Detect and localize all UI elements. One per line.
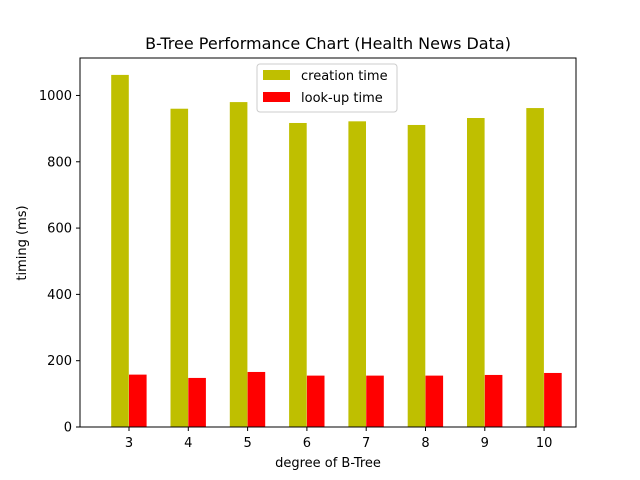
y-tick-label: 400 xyxy=(47,288,72,303)
x-tick-label: 3 xyxy=(125,436,133,451)
x-axis-label: degree of B-Tree xyxy=(275,456,381,471)
x-tick-label: 5 xyxy=(243,436,251,451)
bar-creation-time-6 xyxy=(289,122,307,427)
y-axis: 0 200 400 600 800 1000 xyxy=(39,89,80,436)
bar-look-up-time-10 xyxy=(544,372,562,427)
bar-creation-time-4 xyxy=(170,108,189,427)
legend: creation time look-up time xyxy=(256,63,398,113)
bar-look-up-time-4 xyxy=(188,377,206,427)
bar-look-up-time-5 xyxy=(247,371,266,427)
plot-area xyxy=(111,74,562,428)
bar-look-up-time-7 xyxy=(366,375,384,427)
y-axis-label: timing (ms) xyxy=(15,205,30,280)
bar-creation-time-9 xyxy=(467,118,485,427)
bar-creation-time-8 xyxy=(407,124,426,428)
x-tick-label: 4 xyxy=(184,436,192,451)
y-tick-label: 600 xyxy=(47,222,72,237)
legend-box xyxy=(256,63,398,113)
y-tick-label: 1000 xyxy=(39,89,72,104)
bar-creation-time-7 xyxy=(348,121,366,427)
chart-title: B-Tree Performance Chart (Health News Da… xyxy=(145,34,511,53)
bar-creation-time-3 xyxy=(111,74,129,427)
bar-look-up-time-3 xyxy=(129,374,147,427)
bar-look-up-time-9 xyxy=(484,374,503,427)
y-tick-label: 0 xyxy=(64,421,72,436)
legend-label-creation-time: creation time xyxy=(301,69,388,84)
bar-look-up-time-8 xyxy=(425,375,444,427)
bar-creation-time-10 xyxy=(526,108,544,427)
axes-frame xyxy=(79,57,577,428)
x-tick-label: 6 xyxy=(303,436,311,451)
x-axis: 3 4 5 6 7 8 9 10 xyxy=(125,427,553,451)
bar-look-up-time-6 xyxy=(306,375,325,427)
x-tick-label: 7 xyxy=(362,436,370,451)
y-tick-label: 200 xyxy=(47,354,72,369)
legend-label-look-up-time: look-up time xyxy=(301,91,383,106)
y-tick-label: 800 xyxy=(47,155,72,170)
legend-swatch-creation-time xyxy=(263,70,290,80)
bar-creation-time-5 xyxy=(229,102,248,428)
x-tick-label: 9 xyxy=(481,436,489,451)
x-tick-label: 10 xyxy=(536,436,553,451)
x-tick-label: 8 xyxy=(421,436,429,451)
legend-swatch-look-up-time xyxy=(263,92,290,102)
